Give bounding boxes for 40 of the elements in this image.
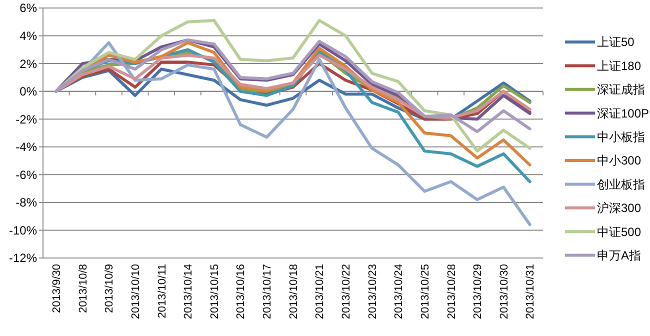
y-tick-label: 2% — [20, 56, 38, 71]
line-series — [54, 19, 532, 153]
legend-label: 沪深300 — [597, 201, 642, 216]
y-tick-label: -12% — [8, 251, 38, 266]
y-tick-label: 0% — [20, 84, 38, 99]
x-tick-label: 2013/10/31 — [524, 264, 537, 320]
y-tick-label: -2% — [16, 112, 38, 126]
x-tick-label: 2013/10/23 — [366, 264, 379, 320]
y-tick-label: -4% — [16, 140, 38, 154]
x-tick-label: 2013/10/29 — [472, 264, 484, 320]
legend-label: 中小板指 — [597, 130, 645, 144]
legend-label: 创业板指 — [597, 177, 645, 192]
x-tick-label: 2013/10/9 — [104, 264, 116, 313]
x-tick-label: 2013/9/30 — [51, 264, 64, 313]
legend-label: 中小300 — [597, 154, 642, 168]
y-tick-label: -6% — [16, 168, 38, 182]
legend-label: 申万A指 — [597, 248, 642, 262]
legend-label: 上证50 — [597, 35, 635, 50]
x-tick-label: 2013/10/30 — [498, 264, 510, 320]
y-tick-label: -8% — [16, 196, 38, 210]
x-tick-label: 2013/10/17 — [262, 264, 274, 320]
x-tick-label: 2013/10/14 — [182, 264, 195, 320]
x-tick-label: 2013/10/21 — [314, 264, 326, 320]
x-tick-label: 2013/10/10 — [130, 264, 142, 320]
x-tick-label: 2013/10/11 — [156, 264, 168, 318]
x-tick-label: 2013/10/25 — [419, 264, 432, 320]
x-tick-label: 2013/10/24 — [393, 264, 406, 320]
x-tick-label: 2013/10/8 — [77, 264, 90, 313]
y-tick-label: -10% — [8, 223, 38, 238]
legend-label: 上证180 — [597, 58, 642, 73]
legend-label: 深证成指 — [597, 82, 645, 97]
x-tick-label: 2013/10/18 — [288, 264, 300, 320]
x-tick-label: 2013/10/15 — [208, 264, 221, 320]
y-tick-label: 6% — [20, 1, 38, 16]
legend-label: 深证100P — [597, 106, 650, 120]
x-tick-label: 2013/10/28 — [446, 264, 458, 320]
y-tick-label: 4% — [20, 28, 38, 43]
x-tick-label: 2013/10/22 — [340, 264, 352, 320]
x-tick-label: 2013/10/16 — [235, 264, 248, 320]
legend-label: 中证500 — [597, 224, 642, 239]
